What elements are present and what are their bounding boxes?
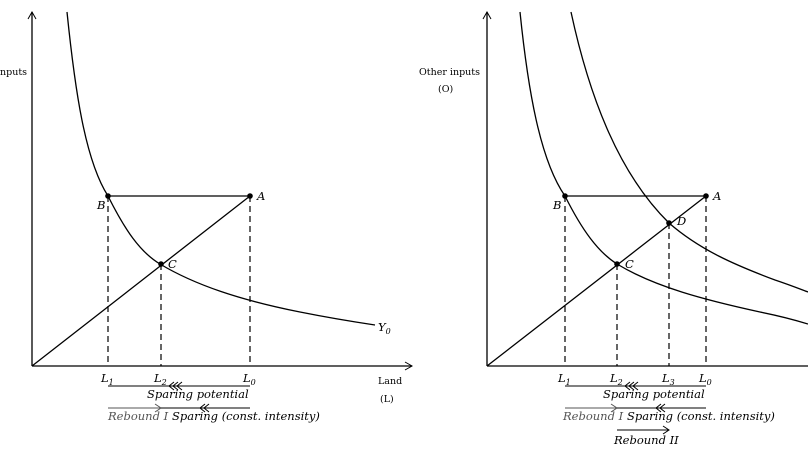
left-label-c: C xyxy=(168,257,177,271)
right-rebound-2-head xyxy=(662,425,670,435)
right-isoquant-inner xyxy=(519,11,808,325)
right-point-b xyxy=(562,193,568,199)
left-sparing-potential-label: Sparing potential xyxy=(147,387,249,401)
left-sparing-const-chevrons xyxy=(199,403,210,413)
left-panel: nputs Land (L) Y0 A B C L1 L2 L0 Sparing… xyxy=(0,10,414,423)
right-tick-l0: L0 xyxy=(698,371,712,387)
left-label-b: B xyxy=(96,198,105,212)
right-sparing-potential-label: Sparing potential xyxy=(603,387,705,401)
right-sparing-const-label: Sparing (const. intensity) xyxy=(627,409,775,423)
left-y-axis-arrowhead xyxy=(27,10,37,20)
right-rebound-1-label: Rebound I xyxy=(562,409,624,423)
left-curve-label: Y0 xyxy=(378,320,391,336)
left-sparing-const-label: Sparing (const. intensity) xyxy=(172,409,320,423)
left-x-axis-label: Land xyxy=(378,376,402,387)
right-y-axis-label: Other inputs xyxy=(419,67,480,78)
left-sparing-potential-chevrons xyxy=(168,381,183,391)
left-tick-l1: L1 xyxy=(100,371,114,387)
left-tick-l0: L0 xyxy=(242,371,256,387)
right-tick-l2: L2 xyxy=(609,371,623,387)
right-panel: Other inputs (O) A B C D L1 L2 L3 L0 Spa… xyxy=(419,10,808,447)
left-point-a xyxy=(247,193,253,199)
left-isoquant-y0 xyxy=(66,11,376,326)
left-rebound-1-label: Rebound I xyxy=(107,409,169,423)
right-tick-l3: L3 xyxy=(661,371,675,387)
right-tick-l1: L1 xyxy=(557,371,571,387)
left-x-axis-arrowhead xyxy=(404,361,414,371)
right-rebound-2-label: Rebound II xyxy=(613,433,679,447)
right-label-c: C xyxy=(625,257,634,271)
right-point-a xyxy=(703,193,709,199)
right-y-axis-arrowhead xyxy=(482,10,492,20)
left-y-axis-label: nputs xyxy=(0,67,27,78)
left-ray-origin-to-a xyxy=(31,195,251,367)
left-point-b xyxy=(105,193,111,199)
right-sparing-const-chevrons xyxy=(655,403,666,413)
right-label-b: B xyxy=(552,198,561,212)
right-y-axis-symbol: (O) xyxy=(438,84,453,95)
right-ray-origin-to-a xyxy=(486,195,707,367)
right-label-a: A xyxy=(712,189,721,203)
right-point-d xyxy=(666,220,672,226)
right-isoquant-outer xyxy=(570,11,808,293)
left-point-c xyxy=(158,261,164,267)
right-label-d: D xyxy=(676,214,686,228)
left-x-axis-symbol: (L) xyxy=(380,394,394,405)
left-label-a: A xyxy=(256,189,265,203)
left-tick-l2: L2 xyxy=(153,371,167,387)
right-point-c xyxy=(614,261,620,267)
right-sparing-potential-chevrons xyxy=(624,381,639,391)
